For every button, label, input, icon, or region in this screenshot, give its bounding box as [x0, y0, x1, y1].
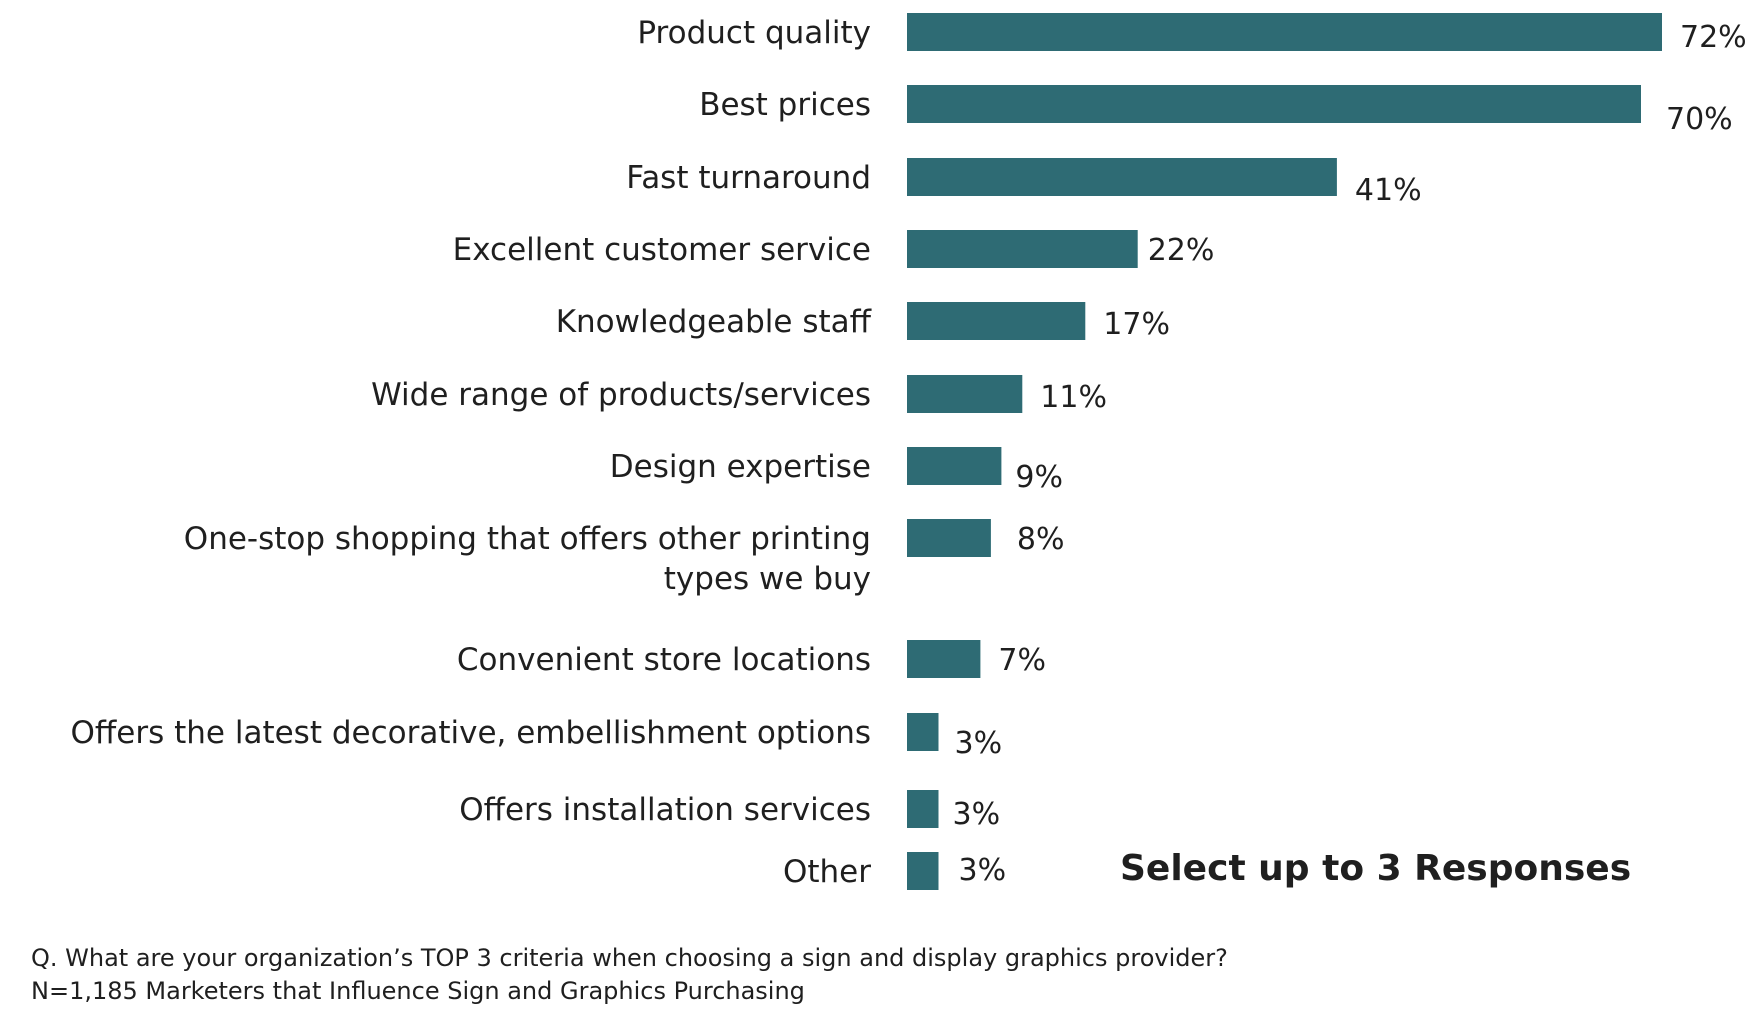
category-label: Product quality — [637, 15, 871, 51]
category-label: Offers the latest decorative, embellishm… — [71, 715, 871, 751]
category-label: Knowledgeable staff — [556, 304, 872, 340]
value-label: 9% — [1015, 460, 1063, 495]
bar-12 — [907, 852, 939, 890]
bar-1 — [907, 13, 1662, 51]
value-label: 3% — [953, 797, 1001, 832]
category-label: One-stop shopping that offers other prin… — [184, 521, 871, 597]
value-label: 3% — [955, 726, 1003, 761]
category-label: Excellent customer service — [453, 232, 871, 268]
bar-8 — [907, 519, 991, 557]
value-label: 22% — [1148, 233, 1215, 268]
bar-6 — [907, 375, 1023, 413]
category-label: Design expertise — [610, 449, 871, 485]
value-label: 11% — [1040, 380, 1107, 415]
bar-4 — [907, 230, 1138, 268]
category-label: Fast turnaround — [626, 160, 871, 196]
bar-10 — [907, 713, 939, 751]
category-label: Convenient store locations — [457, 642, 871, 678]
category-label: Wide range of products/services — [371, 377, 871, 413]
value-label: 17% — [1103, 307, 1170, 342]
bar-3 — [907, 158, 1337, 196]
bar-11 — [907, 790, 939, 828]
value-label: 72% — [1680, 20, 1747, 55]
bar-2 — [907, 85, 1641, 123]
category-label: Other — [783, 854, 871, 890]
value-label: 3% — [959, 853, 1007, 888]
value-label: 7% — [998, 643, 1046, 678]
survey-question: Q. What are your organization’s TOP 3 cr… — [31, 944, 1228, 972]
bar-9 — [907, 640, 981, 678]
value-label: 70% — [1666, 102, 1733, 137]
value-label: 41% — [1355, 173, 1422, 208]
bar-7 — [907, 447, 1002, 485]
category-label: Best prices — [699, 87, 871, 123]
value-label: 8% — [1017, 522, 1065, 557]
category-label: Offers installation services — [459, 792, 871, 828]
selection-note: Select up to 3 Responses — [1120, 848, 1632, 889]
sample-size-note: N=1,185 Marketers that Influence Sign an… — [31, 977, 805, 1005]
bar-5 — [907, 302, 1086, 340]
